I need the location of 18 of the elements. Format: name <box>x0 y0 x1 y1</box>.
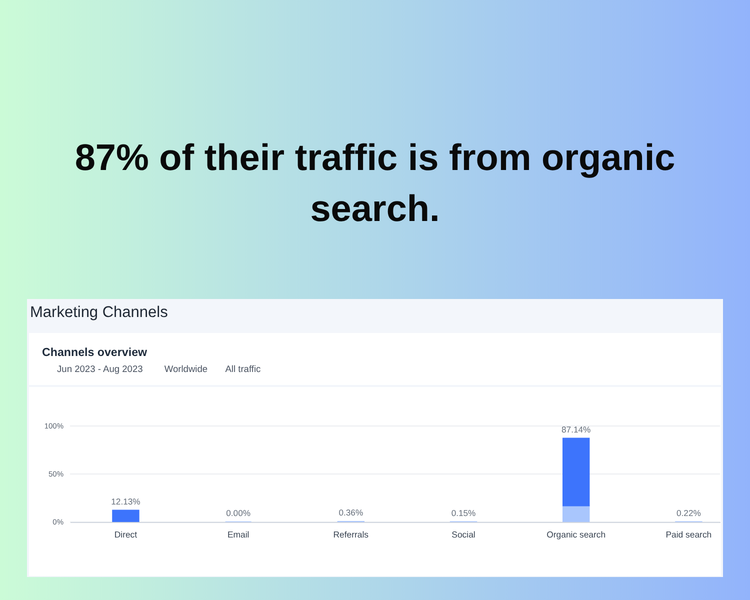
total-label: 0.22% <box>676 508 702 518</box>
total-label: 0.15% <box>451 508 476 518</box>
text: Jun 2023 - Aug 2023 <box>57 364 143 374</box>
text: Worldwide <box>164 364 208 374</box>
x-tick-label: Direct <box>114 530 138 540</box>
total-label: 0.00% <box>226 508 251 518</box>
text: All traffic <box>225 364 262 374</box>
total-label: 12.13% <box>111 496 141 506</box>
x-tick-label: Organic search <box>546 530 606 540</box>
text: Channels overview <box>42 346 148 359</box>
chart-subtitle: Marketing Channels <box>30 304 168 321</box>
total-label: 0.36% <box>338 508 364 518</box>
x-tick-label: Social <box>452 530 476 540</box>
chart-title: 87% of their traffic is from organic search. <box>74 137 676 229</box>
total-label: 87.14% <box>562 424 592 434</box>
x-tick-label: Referrals <box>333 530 370 540</box>
x-tick-label: Paid search <box>666 530 712 540</box>
x-tick-label: Email <box>227 530 250 540</box>
